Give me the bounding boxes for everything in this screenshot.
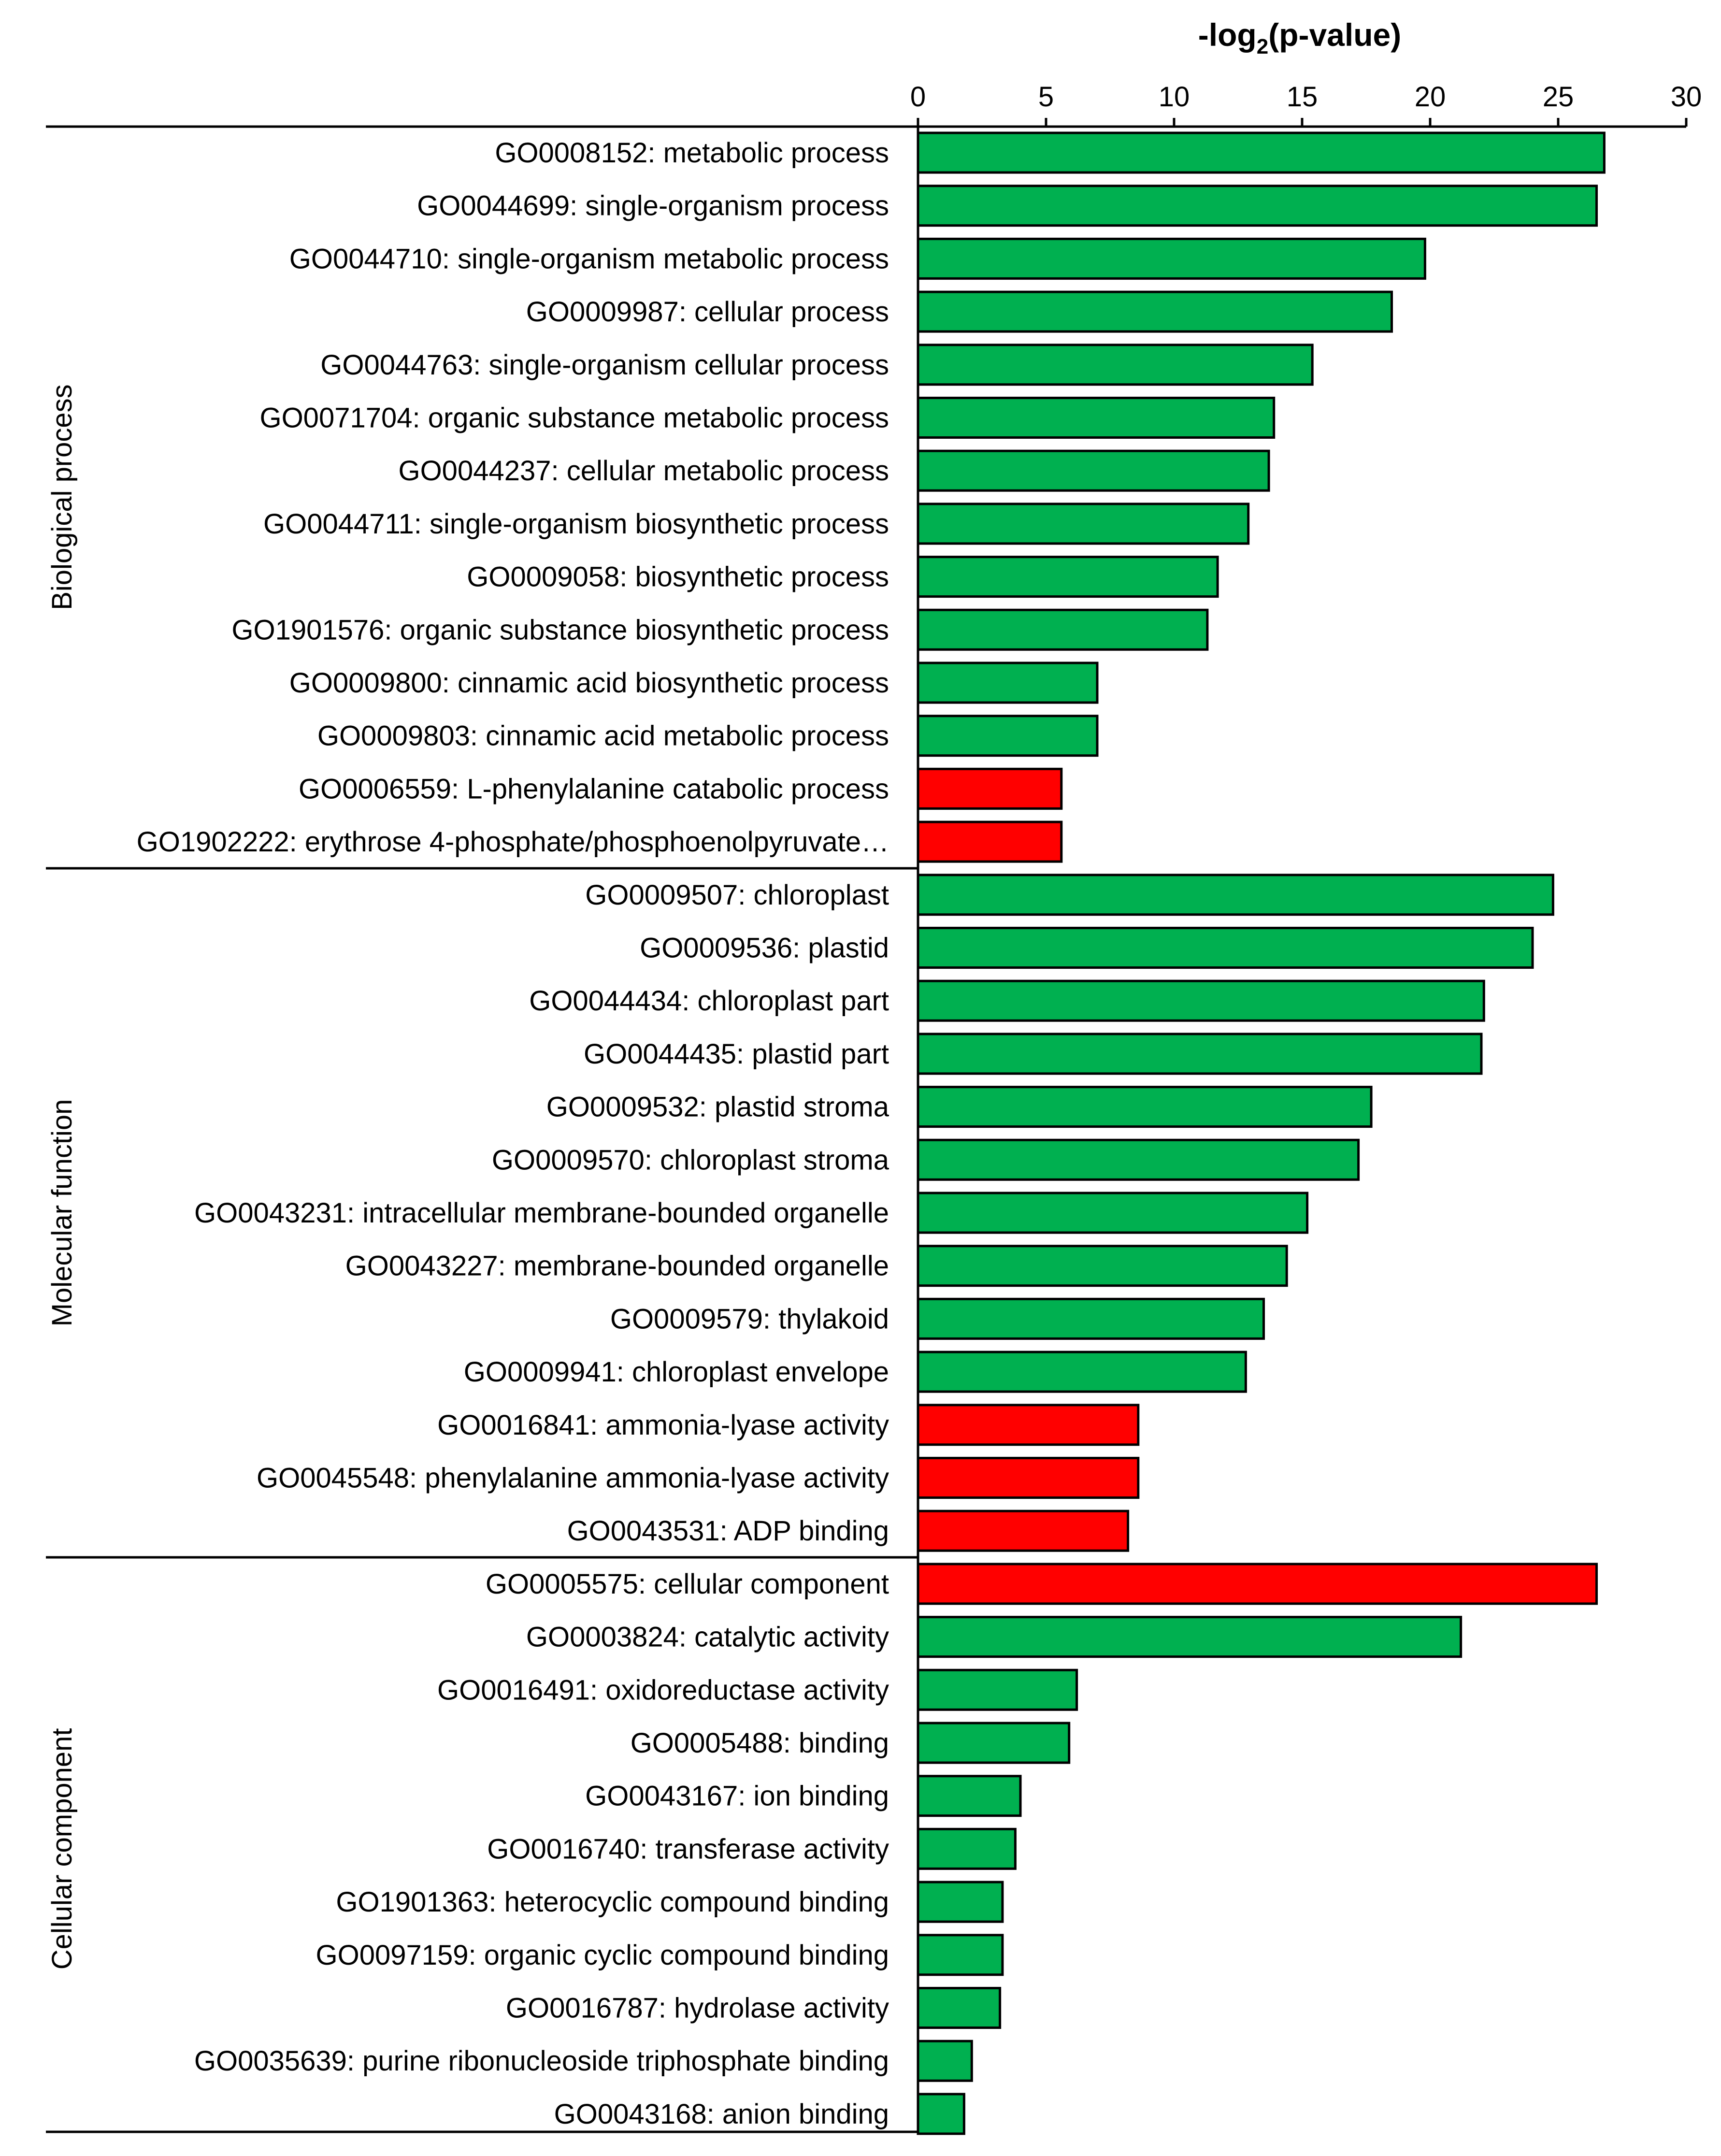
category-label: GO0016787: hydrolase activity [506,1993,889,2024]
group-label: Cellular component [46,1728,78,1970]
bar [917,1987,1002,2029]
bar [917,1934,1004,1976]
x-axis: 0 5 10 15 20 25 30 [46,81,1702,128]
category-label: GO1902222: erythrose 4-phosphate/phospho… [137,826,889,858]
category-label: GO0016841: ammonia-lyase activity [437,1409,889,1441]
category-label: GO0005488: binding [631,1727,889,1759]
category-label: GO0043227: membrane-bounded organelle [345,1250,889,1282]
x-axis-title-prefix: -log [1198,17,1257,53]
x-tick-label: 0 [910,81,926,113]
bar [917,1563,1598,1605]
category-label: GO1901576: organic substance biosyntheti… [231,614,889,646]
bar [917,661,1099,704]
x-tick-label: 15 [1287,81,1318,113]
group-dividers-layer [46,867,918,2133]
category-label: GO1901363: heterocyclic compound binding [336,1886,889,1918]
bar [917,874,1554,916]
bars-layer [917,131,1606,2135]
x-tick-label: 20 [1415,81,1446,113]
category-label: GO0009987: cellular process [526,296,889,328]
bar [917,1138,1360,1181]
category-label: GO0009570: chloroplast stroma [492,1144,889,1176]
bar [917,344,1314,386]
bar [917,979,1485,1022]
x-axis-title-subscript: 2 [1257,35,1268,58]
bar [917,608,1209,651]
category-label: GO0071704: organic substance metabolic p… [259,402,889,434]
bar [917,1033,1483,1075]
bar [917,1457,1140,1499]
bar [917,2093,965,2135]
bar [917,556,1219,598]
bar [917,1086,1373,1128]
category-label: GO0005575: cellular component [486,1568,889,1600]
bar [917,820,1063,863]
bar [917,1668,1078,1711]
bar [917,449,1270,492]
category-label: GO0043531: ADP binding [567,1515,889,1547]
category-label: GO0044435: plastid part [584,1038,889,1070]
x-axis-title: -log2(p-value) [1198,17,1401,58]
x-axis-title-suffix: (p-value) [1268,17,1401,53]
bar [917,927,1534,969]
group-label: Biological process [46,384,78,610]
x-tick-label: 5 [1038,81,1054,113]
category-label: GO0044710: single-organism metabolic pro… [289,243,889,274]
category-label: GO0044711: single-organism biosynthetic … [263,508,889,540]
category-label: GO0009532: plastid stroma [546,1092,889,1123]
category-label: GO0044763: single-organism cellular proc… [320,349,889,381]
bar [917,1351,1247,1393]
group-label: Molecular function [46,1099,78,1327]
category-label: GO0016740: transferase activity [487,1833,889,1865]
bar [917,237,1426,280]
category-label: GO0043167: ion binding [585,1781,889,1812]
category-label: GO0009536: plastid [640,933,889,964]
bar [917,1827,1017,1870]
bar [917,1616,1463,1658]
bar [917,1245,1288,1287]
category-labels-layer: GO0008152: metabolic process GO0044699: s… [137,137,889,2130]
category-label: GO0008152: metabolic process [495,137,889,169]
category-label: GO0045548: phenylalanine ammonia-lyase a… [257,1463,889,1494]
bar [917,715,1099,757]
bar [917,1881,1004,1923]
bar [917,767,1063,810]
x-tick-label: 10 [1159,81,1190,113]
category-label: GO0003824: catalytic activity [526,1622,889,1653]
bar [917,503,1250,545]
category-label: GO0009803: cinnamic acid metabolic proce… [317,720,889,752]
category-label: GO0009800: cinnamic acid biosynthetic pr… [289,667,889,699]
bar [917,131,1606,174]
category-label: GO0097159: organic cyclic compound bindi… [316,1940,889,1971]
category-label: GO0044699: single-organism process [417,190,889,222]
bar [917,1509,1130,1552]
bar [917,397,1276,439]
category-label: GO0009058: biosynthetic process [467,561,889,593]
category-label: GO0006559: L-phenylalanine catabolic pro… [299,773,889,805]
group-labels-layer: Biological process Molecular function Cell… [46,384,78,1969]
category-label: GO0009507: chloroplast [585,879,889,911]
bar [917,1775,1022,1817]
category-label: GO0009579: thylakoid [610,1303,889,1335]
bar [917,1722,1071,1764]
category-label: GO0043168: anion binding [554,2099,889,2130]
bar [917,2040,973,2082]
bar [917,1192,1309,1234]
bar [917,185,1598,227]
x-tick-label: 25 [1543,81,1574,113]
category-label: GO0044434: chloroplast part [529,985,889,1017]
x-tick-label: 30 [1671,81,1702,113]
category-label: GO0009941: chloroplast envelope [464,1356,889,1388]
category-label: GO0044237: cellular metabolic process [398,455,889,487]
category-label: GO0035639: purine ribonucleoside triphos… [194,2045,889,2077]
bar [917,290,1393,333]
bar [917,1404,1140,1446]
category-label: GO0016491: oxidoreductase activity [437,1674,889,1706]
bar [917,1297,1265,1340]
category-label: GO0043231: intracellular membrane-bounde… [194,1197,889,1229]
